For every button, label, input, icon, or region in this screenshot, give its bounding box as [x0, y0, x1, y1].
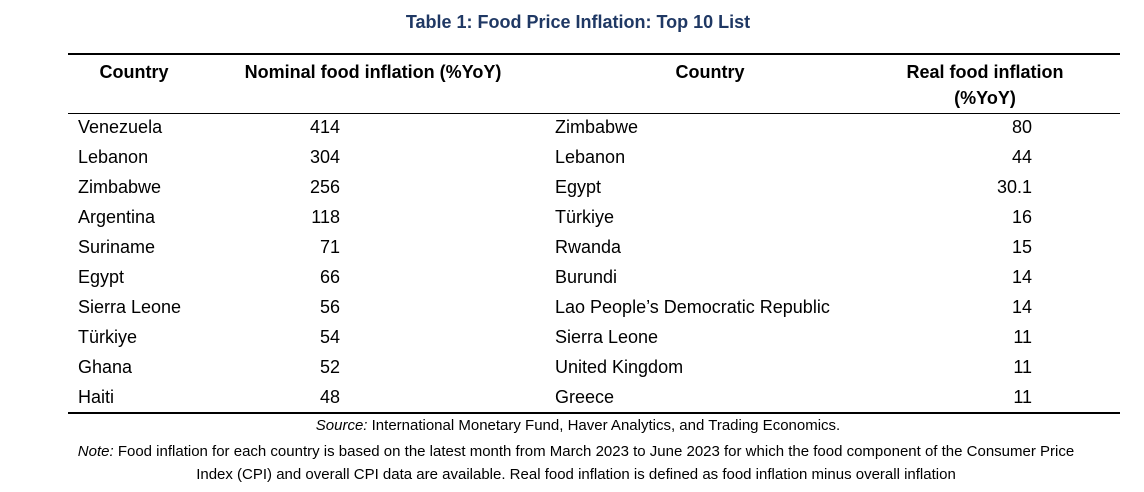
footnote: Note: Food inflation for each country is…: [76, 440, 1076, 486]
real-country-cell: United Kingdom: [555, 357, 684, 377]
real-value-cell: 14: [1011, 267, 1032, 287]
header-real-inflation-line2: (%YoY): [954, 88, 1016, 108]
table-top-rule: [68, 53, 1120, 55]
real-value-cell: 11: [1013, 357, 1032, 377]
nominal-value-cell: 54: [319, 327, 340, 347]
nominal-country-cell: Venezuela: [78, 117, 163, 137]
note-text: Food inflation for each country is based…: [113, 443, 1075, 483]
nominal-value-cell: 48: [319, 387, 340, 407]
real-country-cell: Türkiye: [555, 207, 615, 227]
nominal-value-cell: 304: [309, 147, 340, 167]
nominal-country-cell: Zimbabwe: [78, 177, 162, 197]
real-value-cell: 80: [1011, 117, 1032, 137]
real-value-cell: 30.1: [996, 177, 1032, 197]
note-label: Note:: [77, 443, 114, 460]
real-value-cell: 14: [1011, 297, 1032, 317]
real-value-cell: 16: [1011, 207, 1032, 227]
real-country-cell: Lao People’s Democratic Republic: [555, 297, 830, 317]
table-row: Haiti 48 Greece 11: [0, 382, 1144, 412]
nominal-country-cell: Suriname: [78, 237, 156, 257]
header-rule: [68, 113, 1120, 114]
header-nominal-inflation: Nominal food inflation (%YoY): [244, 62, 502, 82]
table-bottom-rule: [68, 412, 1120, 414]
nominal-country-cell: Lebanon: [78, 147, 149, 167]
nominal-value-cell: 414: [309, 117, 340, 137]
real-country-cell: Lebanon: [555, 147, 626, 167]
real-country-cell: Rwanda: [555, 237, 622, 257]
table-row: Egypt 66 Burundi 14: [0, 262, 1144, 292]
real-country-cell: Sierra Leone: [555, 327, 659, 347]
real-value-cell: 11: [1013, 387, 1032, 407]
table-row: Türkiye 54 Sierra Leone 11: [0, 322, 1144, 352]
source-label: Source:: [315, 417, 368, 434]
header-real-inflation: Real food inflation (%YoY): [880, 59, 1090, 111]
nominal-country-cell: Argentina: [78, 207, 156, 227]
real-value-cell: 44: [1011, 147, 1032, 167]
real-country-cell: Burundi: [555, 267, 618, 287]
nominal-value-cell: 56: [319, 297, 340, 317]
table-title: Table 1: Food Price Inflation: Top 10 Li…: [405, 12, 751, 32]
nominal-country-cell: Sierra Leone: [78, 297, 182, 317]
table-body: Venezuela 414 Zimbabwe 80 Lebanon 304 Lebanon 4…: [0, 112, 1144, 412]
nominal-value-cell: 66: [319, 267, 340, 287]
nominal-value-cell: 118: [311, 207, 340, 227]
source-text: International Monetary Fund, Haver Analy…: [367, 417, 841, 434]
table-row: Zimbabwe 256 Egypt 30.1: [0, 172, 1144, 202]
table-row: Sierra Leone 56 Lao People’s Democratic Re…: [0, 292, 1144, 322]
table-row: Venezuela 414 Zimbabwe 80: [0, 112, 1144, 142]
table-row: Ghana 52 United Kingdom 11: [0, 352, 1144, 382]
real-value-cell: 11: [1013, 327, 1032, 347]
real-country-cell: Zimbabwe: [555, 117, 639, 137]
header-country-right: Country: [675, 62, 745, 82]
nominal-value-cell: 256: [309, 177, 340, 197]
nominal-country-cell: Haiti: [78, 387, 115, 407]
real-country-cell: Egypt: [555, 177, 602, 197]
nominal-value-cell: 71: [319, 237, 340, 257]
nominal-value-cell: 52: [319, 357, 340, 377]
header-country-left: Country: [99, 62, 169, 82]
nominal-country-cell: Egypt: [78, 267, 125, 287]
real-value-cell: 15: [1011, 237, 1032, 257]
source-note: Source: International Monetary Fund, Hav…: [0, 416, 1144, 436]
nominal-country-cell: Türkiye: [78, 327, 138, 347]
table-row: Suriname 71 Rwanda 15: [0, 232, 1144, 262]
nominal-country-cell: Ghana: [78, 357, 133, 377]
real-country-cell: Greece: [555, 387, 615, 407]
table-row: Argentina 118 Türkiye 16: [0, 202, 1144, 232]
header-real-inflation-line1: Real food inflation: [906, 62, 1064, 82]
table-row: Lebanon 304 Lebanon 44: [0, 142, 1144, 172]
